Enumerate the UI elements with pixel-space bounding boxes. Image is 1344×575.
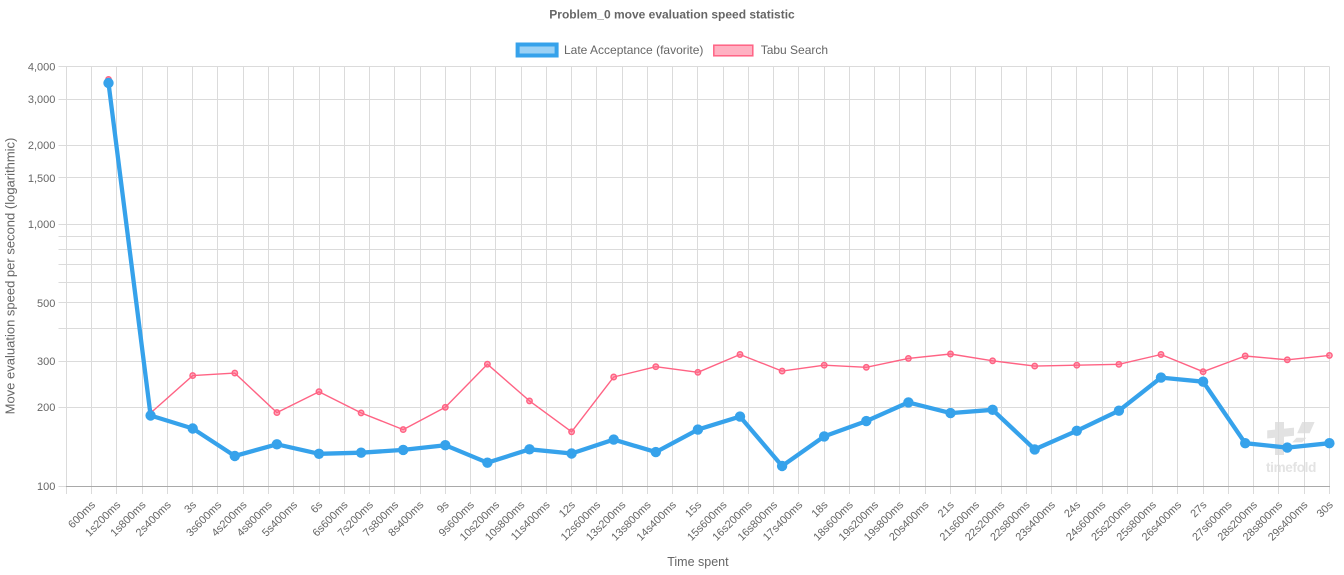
- svg-text:4,000: 4,000: [28, 61, 56, 73]
- svg-text:100: 100: [37, 481, 55, 493]
- svg-text:Late Acceptance (favorite): Late Acceptance (favorite): [564, 43, 703, 57]
- svg-text:200: 200: [37, 402, 55, 414]
- svg-text:Move evaluation speed per seco: Move evaluation speed per second (logari…: [3, 138, 18, 415]
- svg-text:Problem_0 move evaluation spee: Problem_0 move evaluation speed statisti…: [549, 8, 795, 22]
- svg-text:2,000: 2,000: [28, 140, 56, 152]
- svg-text:300: 300: [37, 356, 55, 368]
- svg-text:timefold: timefold: [1266, 460, 1316, 475]
- svg-text:500: 500: [37, 298, 55, 310]
- svg-text:1,000: 1,000: [28, 219, 56, 231]
- svg-text:Time spent: Time spent: [667, 555, 729, 569]
- svg-text:3,000: 3,000: [28, 94, 56, 106]
- svg-text:Tabu Search: Tabu Search: [761, 43, 828, 57]
- svg-text:1,500: 1,500: [28, 173, 56, 185]
